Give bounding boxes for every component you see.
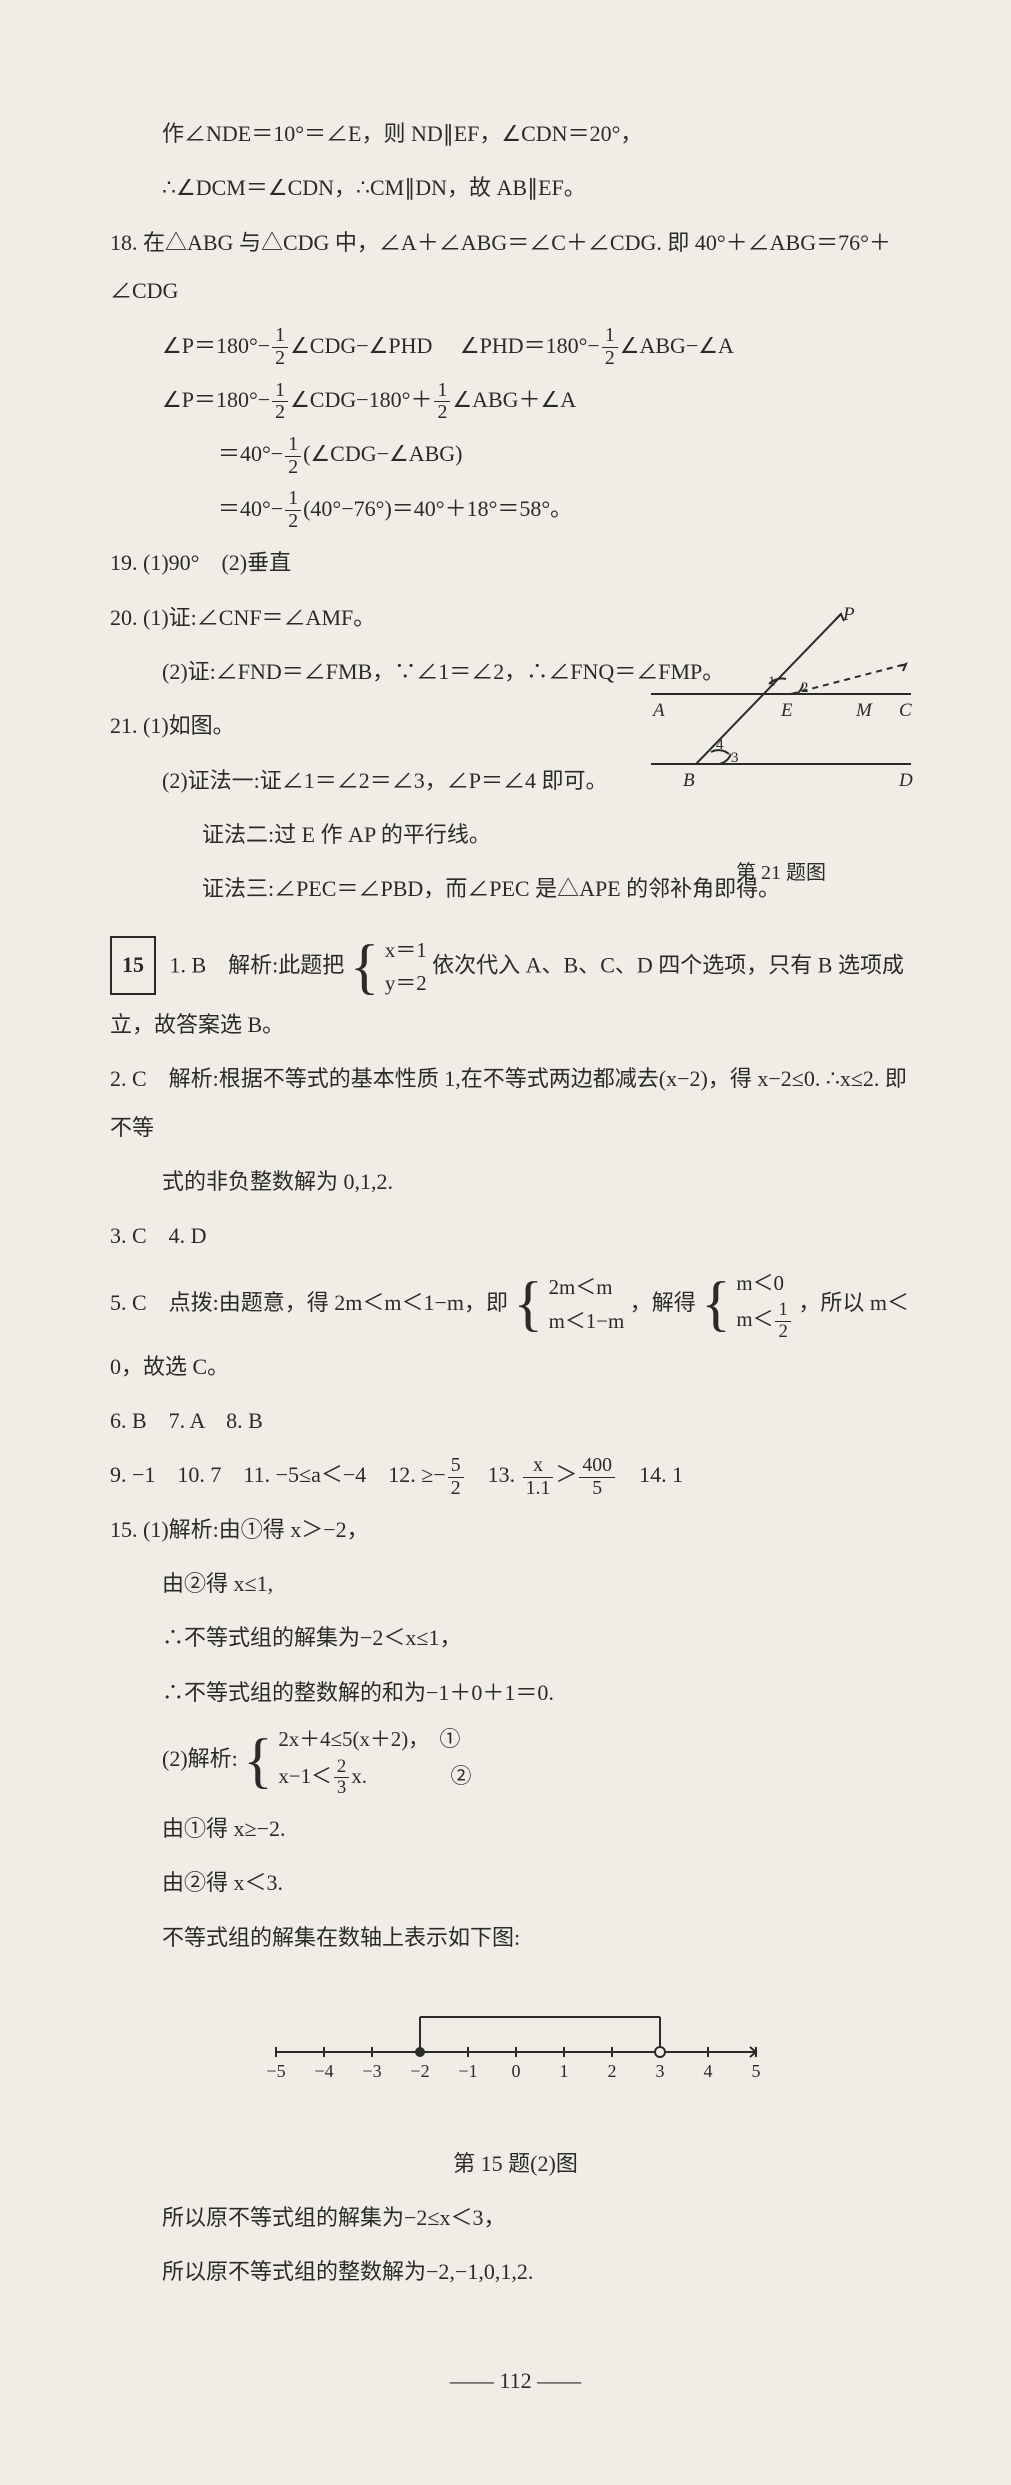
q5: 5. C 点拨:由题意，得 2m＜m＜1−m，即 { 2m＜m m＜1−m ，解… <box>110 1267 921 1391</box>
brace-icon: { <box>243 1743 273 1780</box>
frac: 52 <box>448 1455 464 1500</box>
q15-fig-caption: 第 15 题(2)图 <box>110 2140 921 2188</box>
figure-21-svg: P A E M C B D 1 2 3 4 <box>641 604 921 804</box>
closed-dot-icon <box>415 2047 425 2057</box>
svg-text:3: 3 <box>655 2061 664 2081</box>
svg-text:−5: −5 <box>266 2061 285 2081</box>
fig-label-d: D <box>898 770 913 791</box>
svg-text:−1: −1 <box>458 2061 477 2081</box>
frac-half: 12 <box>434 380 450 425</box>
brace-icon: { <box>514 1286 544 1323</box>
p18-l2-left-post: ∠CDG−∠PHD <box>290 333 432 358</box>
frac: x1.1 <box>523 1455 554 1500</box>
q15-l9: 所以原不等式组的解集为−2≤x＜3， <box>110 2194 921 2242</box>
brace-icon: { <box>350 949 380 986</box>
fig-label-b: B <box>683 770 695 791</box>
fig-container: P A E M C B D 1 2 3 4 第 21 题图 20. (1)证:∠… <box>110 594 921 914</box>
fig-angle-4: 4 <box>716 737 724 753</box>
number-line: −5 −4 −3 −2 −1 0 1 2 3 4 5 <box>110 1992 921 2109</box>
q15-l7: 由②得 x＜3. <box>110 1859 921 1907</box>
svg-text:−3: −3 <box>362 2061 381 2081</box>
frac: 12 <box>775 1300 790 1342</box>
q15-l2: 由②得 x≤1, <box>110 1560 921 1608</box>
p18-l4: ＝40°−12(∠CDG−∠ABG) <box>110 430 921 478</box>
p18-l2-left-pre: ∠P＝180°− <box>162 333 270 358</box>
p18-l5: ＝40°−12(40°−76°)＝40°＋18°＝58°。 <box>110 485 921 533</box>
frac-half: 12 <box>285 488 301 533</box>
q15-l5: (2)解析: { 2x＋4≤5(x＋2)， ① x−1＜23x. ② <box>110 1723 921 1799</box>
fig-angle-2: 2 <box>801 680 809 696</box>
brace-cases: x＝1 y＝2 <box>385 934 427 1001</box>
q2-l1: 2. C 解析:根据不等式的基本性质 1,在不等式两边都减去(x−2)，得 x−… <box>110 1055 921 1152</box>
svg-text:5: 5 <box>751 2061 760 2081</box>
s15-q1: 15 1. B 解析:此题把 { x＝1 y＝2 依次代入 A、B、C、D 四个… <box>110 934 921 1049</box>
frac-half: 12 <box>602 325 618 370</box>
p18-l2-right-pre: ∠PHD＝180°− <box>460 333 600 358</box>
p18-l1: 18. 在△ABG 与△CDG 中，∠A＋∠ABG＝∠C＋∠CDG. 即 40°… <box>110 219 921 316</box>
p18-l3: ∠P＝180°−12∠CDG−180°＋12∠ABG＋∠A <box>110 376 921 424</box>
fig-angle-1: 1 <box>768 674 776 690</box>
q15-l4: ∴不等式组的整数解的和为−1＋0＋1＝0. <box>110 1669 921 1717</box>
p18-l2: ∠P＝180°−12∠CDG−∠PHD ∠PHD＝180°−12∠ABG−∠A <box>110 322 921 370</box>
q2-l2: 式的非负整数解为 0,1,2. <box>110 1158 921 1206</box>
q3-4: 3. C 4. D <box>110 1212 921 1260</box>
page-number: —— 112 —— <box>110 2357 921 2405</box>
open-dot-icon <box>655 2047 665 2057</box>
fig-label-m: M <box>855 700 873 721</box>
frac-half: 12 <box>272 325 288 370</box>
frac-half: 12 <box>285 434 301 479</box>
svg-text:−4: −4 <box>314 2061 333 2081</box>
svg-text:4: 4 <box>703 2061 712 2081</box>
q6-8: 6. B 7. A 8. B <box>110 1397 921 1445</box>
number-line-svg: −5 −4 −3 −2 −1 0 1 2 3 4 5 <box>256 1992 776 2092</box>
frac-half: 12 <box>272 380 288 425</box>
p17-l2: ∴∠DCM＝∠CDN，∴CM∥DN，故 AB∥EF。 <box>110 164 921 212</box>
q15-l10: 所以原不等式组的整数解为−2,−1,0,1,2. <box>110 2248 921 2296</box>
fig-angle-3: 3 <box>731 750 739 766</box>
figure-21: P A E M C B D 1 2 3 4 第 21 题图 <box>641 604 921 895</box>
q9-14: 9. −1 10. 7 11. −5≤a＜−4 12. ≥−52 13. x1.… <box>110 1451 921 1499</box>
fig-label-e: E <box>780 700 793 721</box>
q15-l6: 由①得 x≥−2. <box>110 1805 921 1853</box>
svg-text:−2: −2 <box>410 2061 429 2081</box>
p17-l1: 作∠NDE＝10°＝∠E，则 ND∥EF，∠CDN＝20°， <box>110 110 921 158</box>
frac: 23 <box>334 1757 349 1799</box>
brace-icon: { <box>701 1286 731 1323</box>
p18-l2-right-post: ∠ABG−∠A <box>620 333 734 358</box>
fig-label-c: C <box>899 700 912 721</box>
svg-text:0: 0 <box>511 2061 520 2081</box>
fig-label-p: P <box>842 604 855 625</box>
section-box-15: 15 <box>110 936 156 994</box>
svg-text:2: 2 <box>607 2061 616 2081</box>
frac: 4005 <box>579 1455 615 1500</box>
p19: 19. (1)90° (2)垂直 <box>110 539 921 587</box>
q15-l1: 15. (1)解析:由①得 x＞−2， <box>110 1506 921 1554</box>
figure-21-caption: 第 21 题图 <box>641 851 921 895</box>
q15-l8: 不等式组的解集在数轴上表示如下图: <box>110 1914 921 1962</box>
q15-l3: ∴不等式组的解集为−2＜x≤1， <box>110 1614 921 1662</box>
svg-text:1: 1 <box>559 2061 568 2081</box>
fig-label-a: A <box>651 700 665 721</box>
